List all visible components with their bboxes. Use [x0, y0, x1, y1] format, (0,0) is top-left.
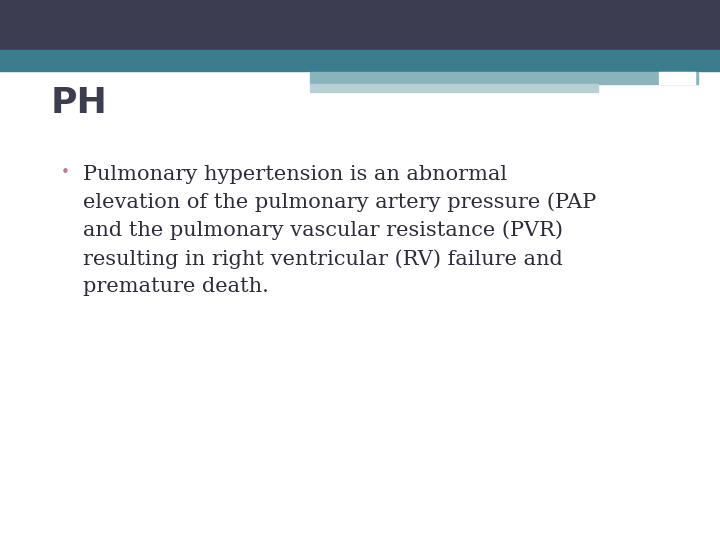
- Bar: [310, 84, 598, 92]
- Text: Pulmonary hypertension is an abnormal
elevation of the pulmonary artery pressure: Pulmonary hypertension is an abnormal el…: [83, 165, 596, 296]
- Bar: [0, 0, 720, 50]
- Bar: [0, 50, 720, 71]
- Text: PH: PH: [50, 86, 107, 120]
- Text: •: •: [60, 165, 69, 180]
- Bar: [659, 72, 695, 84]
- Bar: [310, 72, 698, 84]
